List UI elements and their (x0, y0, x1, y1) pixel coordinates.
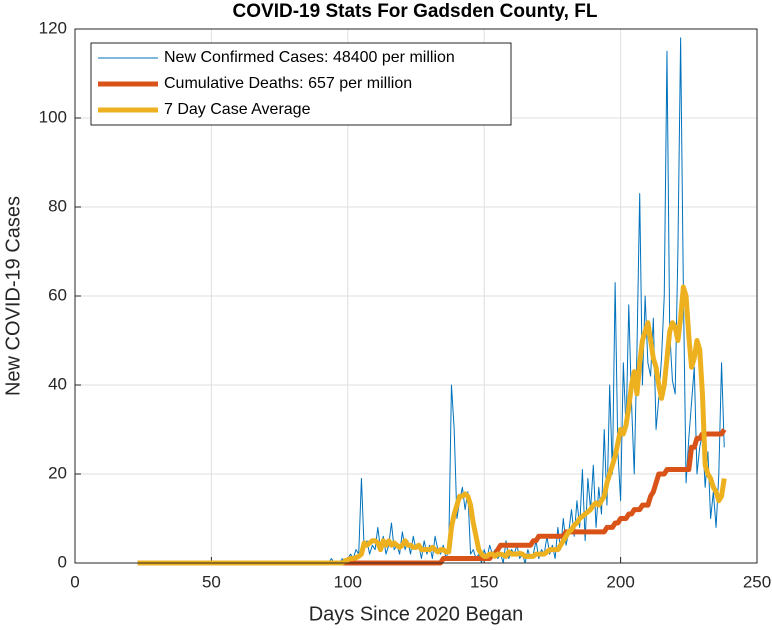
x-axis-label: Days Since 2020 Began (309, 603, 524, 625)
legend: New Confirmed Cases: 48400 per million Cu… (90, 42, 512, 126)
plot-area: 0 20 40 60 80 100 120 0 50 100 150 200 250 New Confir… (39, 18, 772, 591)
chart-title: COVID-19 Stats For Gadsden County, FL (233, 1, 598, 22)
y-axis-label: New COVID-19 Cases (2, 196, 24, 396)
y-tick-label: 20 (48, 463, 67, 482)
legend-label: 7 Day Case Average (164, 101, 311, 118)
legend-box (90, 42, 512, 126)
y-tick-label: 60 (48, 285, 67, 304)
x-tick-label: 250 (743, 572, 771, 591)
y-tick-label: 80 (48, 196, 67, 215)
x-tick-label: 150 (470, 572, 498, 591)
axes-box (74, 28, 758, 564)
x-tick-label: 200 (606, 572, 634, 591)
y-tick-label: 0 (58, 552, 67, 571)
legend-label: Cumulative Deaths: 657 per million (164, 75, 412, 92)
y-tick-label: 100 (39, 107, 67, 126)
x-tick-label: 100 (334, 572, 362, 591)
legend-label: New Confirmed Cases: 48400 per million (164, 49, 455, 66)
x-tick-label: 0 (70, 572, 79, 591)
x-tick-label: 50 (202, 572, 221, 591)
y-tick-label: 40 (48, 374, 67, 393)
y-tick-label: 120 (39, 18, 67, 37)
